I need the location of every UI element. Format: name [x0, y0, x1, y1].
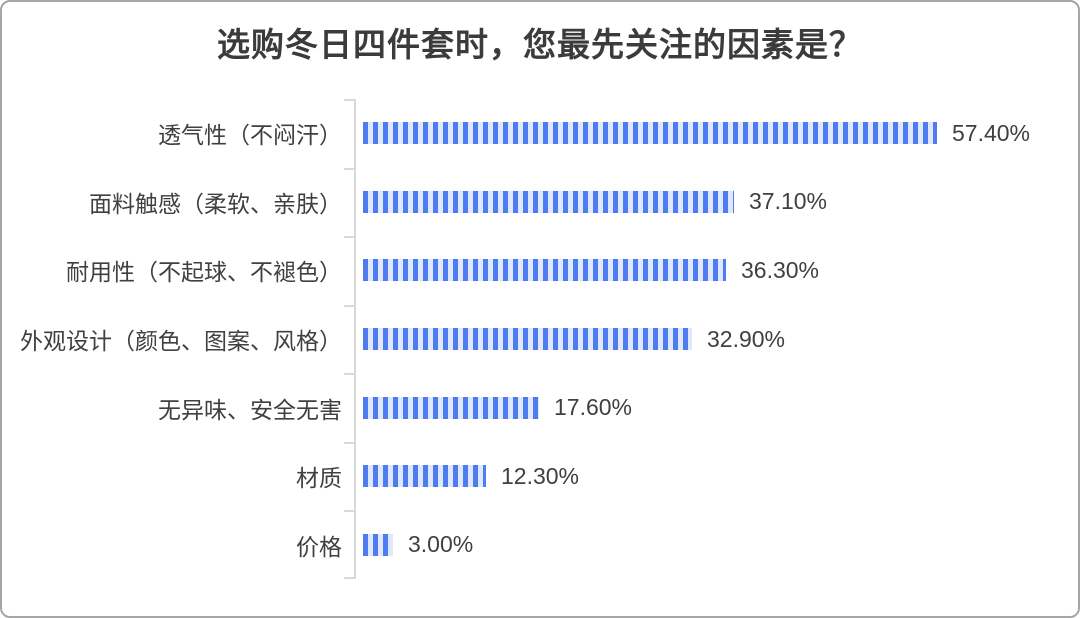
y-axis-tick: [344, 442, 354, 444]
category-label: 透气性（不闷汗）: [158, 122, 342, 149]
bar: [363, 259, 726, 282]
bar-row: 透气性（不闷汗） 57.40%: [2, 99, 1078, 168]
value-label: 36.30%: [741, 256, 820, 283]
value-label: 12.30%: [501, 462, 580, 489]
bar-row: 价格 3.00%: [2, 510, 1078, 579]
category-label: 外观设计（颜色、图案、风格）: [20, 328, 342, 355]
bar: [363, 465, 486, 488]
bar-row: 耐用性（不起球、不褪色） 36.30%: [2, 236, 1078, 305]
value-label: 37.10%: [749, 188, 828, 215]
value-label: 17.60%: [554, 394, 633, 421]
chart-title: 选购冬日四件套时，您最先关注的因素是？: [217, 26, 863, 63]
category-label: 面料触感（柔软、亲肤）: [89, 190, 342, 217]
bar-row: 面料触感（柔软、亲肤） 37.10%: [2, 168, 1078, 237]
category-label: 材质: [296, 465, 342, 492]
category-label: 价格: [296, 533, 342, 560]
y-axis-tick: [344, 577, 354, 579]
category-label: 无异味、安全无害: [158, 396, 342, 423]
bar: [363, 190, 734, 213]
bar-row: 材质 12.30%: [2, 442, 1078, 511]
value-label: 32.90%: [707, 325, 786, 352]
plot-area: 透气性（不闷汗） 57.40% 面料触感（柔软、亲肤） 37.10% 耐用性（不起球、不…: [2, 99, 1078, 579]
y-axis-tick: [344, 305, 354, 307]
bar: [363, 328, 692, 351]
bar: [363, 533, 393, 556]
bar: [363, 122, 937, 145]
y-axis-tick: [344, 510, 354, 512]
y-axis-tick: [344, 236, 354, 238]
y-axis-tick: [344, 99, 354, 101]
bar-row: 外观设计（颜色、图案、风格） 32.90%: [2, 305, 1078, 374]
y-axis-line: [354, 99, 356, 579]
bar-rows: 透气性（不闷汗） 57.40% 面料触感（柔软、亲肤） 37.10% 耐用性（不起球、不…: [2, 99, 1078, 579]
y-axis-tick: [344, 168, 354, 170]
category-label: 耐用性（不起球、不褪色）: [66, 259, 342, 286]
value-label: 3.00%: [408, 531, 474, 558]
bar: [363, 396, 539, 419]
y-axis-tick: [344, 373, 354, 375]
bar-row: 无异味、安全无害 17.60%: [2, 373, 1078, 442]
value-label: 57.40%: [952, 119, 1031, 146]
